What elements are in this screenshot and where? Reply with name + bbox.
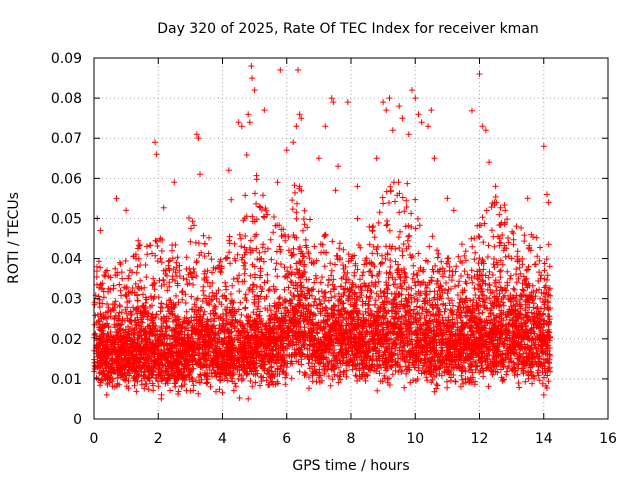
- chart-title: Day 320 of 2025, Rate Of TEC Index for r…: [157, 21, 539, 37]
